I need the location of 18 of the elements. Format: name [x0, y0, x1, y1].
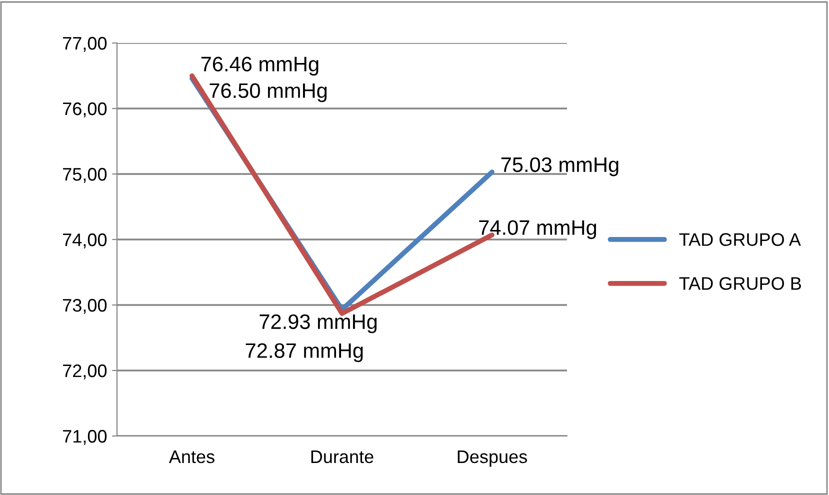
legend-label: TAD GRUPO A [679, 233, 801, 246]
y-tick-label: 77,00 [63, 36, 107, 52]
data-label: 74.07 mmHg [479, 220, 596, 240]
data-label: 76.46 mmHg [201, 56, 318, 76]
x-tick-label: Despues [458, 450, 527, 467]
data-label: 72.93 mmHg [260, 314, 377, 334]
x-tick-label: Durante [311, 450, 374, 464]
y-tick-label: 76,00 [63, 102, 107, 118]
y-tick-label: 73,00 [63, 298, 107, 314]
data-label: 76.50 mmHg [210, 83, 327, 102]
y-tick-label: 74,00 [63, 233, 107, 248]
y-tick-label: 71,00 [63, 430, 107, 445]
data-label: 75.03 mmHg [501, 157, 618, 176]
y-tick-label: 72,00 [63, 364, 107, 380]
legend-label: TAD GRUPO B [679, 277, 801, 290]
data-label: 72.87 mmHg [246, 343, 363, 362]
y-tick-label: 75,00 [63, 168, 107, 183]
x-tick-label: Antes [168, 450, 214, 464]
